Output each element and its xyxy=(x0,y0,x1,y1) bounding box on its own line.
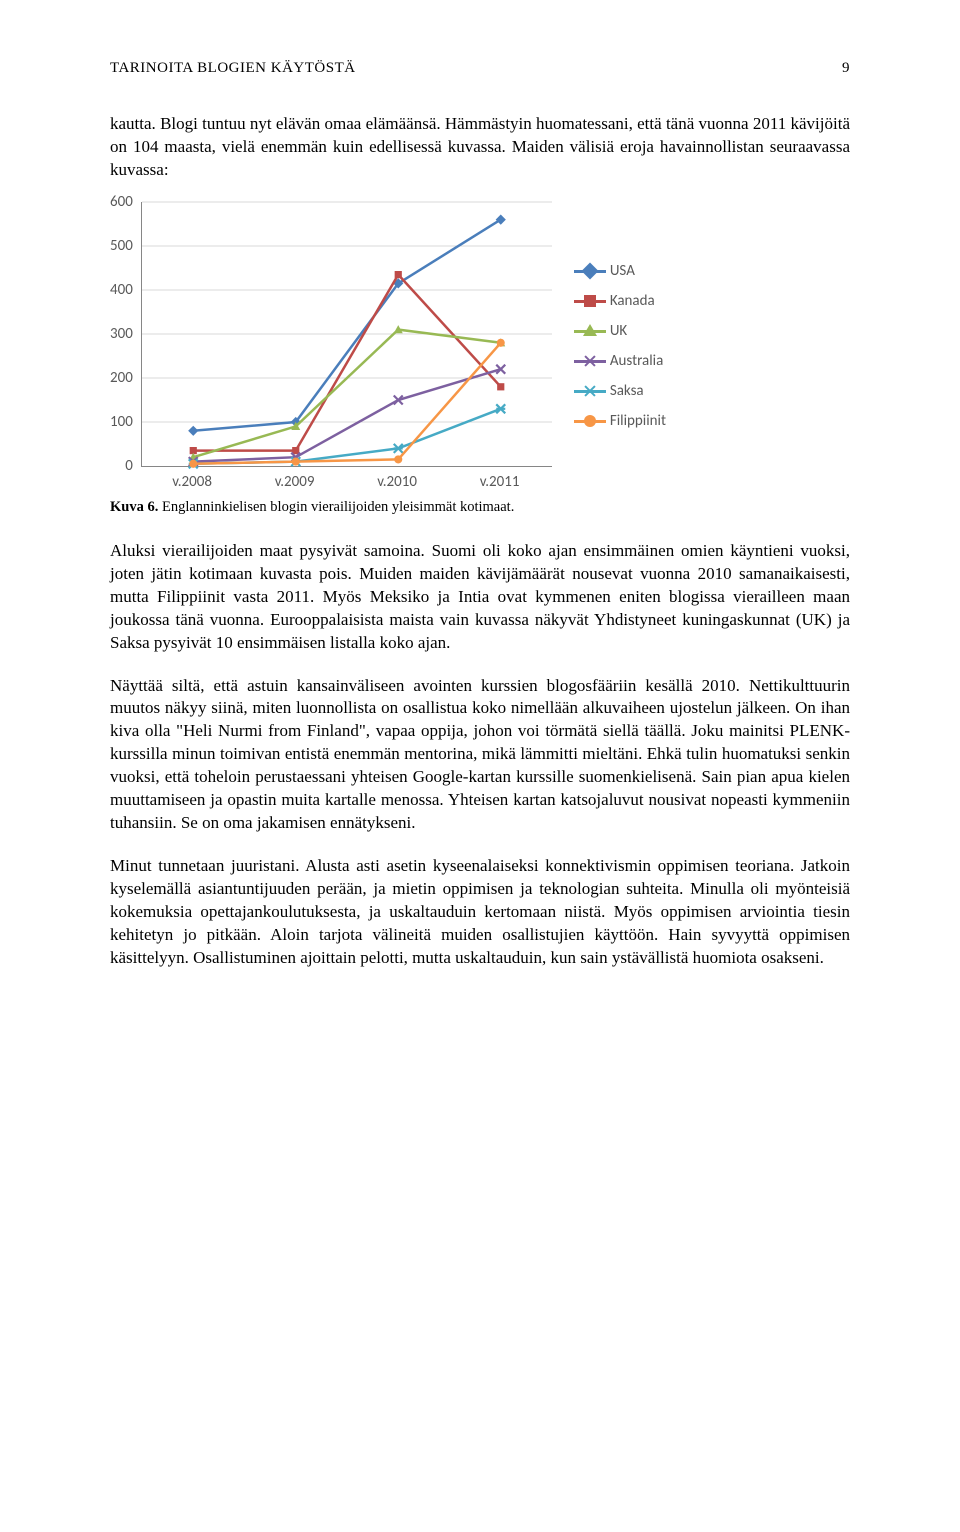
paragraph-1: kautta. Blogi tuntuu nyt elävän omaa elä… xyxy=(110,113,850,182)
x-tick-label: v.2011 xyxy=(448,473,551,491)
legend-label: UK xyxy=(610,322,627,340)
paragraph-3: Näyttää siltä, että astuin kansainvälise… xyxy=(110,675,850,836)
plot-column: 6005004003002001000 v.2008v.2009v.2010v.… xyxy=(110,202,552,491)
x-tick-label: v.2009 xyxy=(243,473,346,491)
y-axis: 600 500 400 300 200 100 0 xyxy=(110,193,141,475)
legend-item: Saksa xyxy=(574,382,666,400)
legend-item: Kanada xyxy=(574,292,666,310)
y-tick-label: 600 xyxy=(110,193,133,211)
figure-caption: Kuva 6. Englanninkielisen blogin vierail… xyxy=(110,499,850,516)
legend-item: Filippiinit xyxy=(574,412,666,430)
legend-label: Filippiinit xyxy=(610,412,666,430)
legend-label: Saksa xyxy=(610,382,644,400)
legend: USA Kanada UK Australia Saksa Filippiinit xyxy=(552,202,666,491)
chart-inner: 6005004003002001000 v.2008v.2009v.2010v.… xyxy=(110,202,720,491)
y-tick-label: 200 xyxy=(110,369,133,387)
chart: 6005004003002001000 v.2008v.2009v.2010v.… xyxy=(110,202,720,491)
legend-swatch xyxy=(574,324,606,338)
legend-swatch xyxy=(574,384,606,398)
x-tick-label: v.2008 xyxy=(141,473,244,491)
y-tick-label: 500 xyxy=(110,237,133,255)
running-header: TARINOITA BLOGIEN KÄYTÖSTÄ 9 xyxy=(110,60,850,77)
y-tick-label: 300 xyxy=(110,325,133,343)
running-title: TARINOITA BLOGIEN KÄYTÖSTÄ xyxy=(110,60,356,77)
page: TARINOITA BLOGIEN KÄYTÖSTÄ 9 kautta. Blo… xyxy=(0,0,960,1070)
x-axis: v.2008v.2009v.2010v.2011 xyxy=(141,467,551,491)
x-tick-label: v.2010 xyxy=(346,473,449,491)
body-text: kautta. Blogi tuntuu nyt elävän omaa elä… xyxy=(110,113,850,182)
legend-item: USA xyxy=(574,262,666,280)
y-tick-label: 0 xyxy=(125,457,133,475)
legend-swatch xyxy=(574,264,606,278)
legend-label: Australia xyxy=(610,352,663,370)
caption-text: Englanninkielisen blogin vierailijoiden … xyxy=(158,499,514,515)
legend-label: Kanada xyxy=(610,292,655,310)
paragraph-4: Minut tunnetaan juuristani. Alusta asti … xyxy=(110,855,850,970)
plot-area xyxy=(141,202,552,467)
legend-swatch xyxy=(574,294,606,308)
body-text-2: Aluksi vierailijoiden maat pysyivät samo… xyxy=(110,540,850,970)
caption-label: Kuva 6. xyxy=(110,499,158,515)
legend-item: UK xyxy=(574,322,666,340)
y-tick-label: 400 xyxy=(110,281,133,299)
plot-and-x: v.2008v.2009v.2010v.2011 xyxy=(141,202,552,491)
legend-swatch xyxy=(574,354,606,368)
y-tick-label: 100 xyxy=(110,413,133,431)
legend-item: Australia xyxy=(574,352,666,370)
legend-label: USA xyxy=(610,262,635,280)
page-number: 9 xyxy=(842,60,850,77)
legend-swatch xyxy=(574,414,606,428)
paragraph-2: Aluksi vierailijoiden maat pysyivät samo… xyxy=(110,540,850,655)
